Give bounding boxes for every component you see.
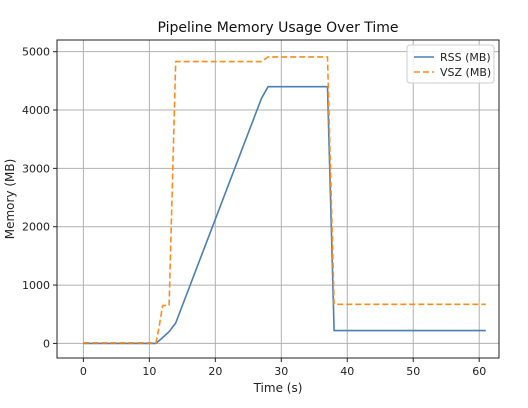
x-tick-label: 0: [80, 365, 87, 378]
y-tick-label: 4000: [22, 104, 50, 117]
y-tick-label: 2000: [22, 221, 50, 234]
x-tick-label: 40: [340, 365, 354, 378]
x-tick-label: 50: [406, 365, 420, 378]
series-lines: [83, 56, 486, 345]
plot-area-frame: [56, 39, 500, 359]
x-tick-label: 20: [208, 365, 222, 378]
y-tick-label: 1000: [22, 279, 50, 292]
legend-label: RSS (MB): [440, 51, 491, 64]
y-tick-label: 5000: [22, 46, 50, 59]
legend: RSS (MB) VSZ (MB): [406, 44, 495, 84]
grid: [57, 40, 499, 358]
y-axis-label: Memory (MB): [3, 159, 17, 240]
x-axis-label: Time (s): [253, 381, 303, 395]
x-tick-label: 10: [142, 365, 156, 378]
legend-box: [406, 44, 495, 84]
x-axis-ticks: 0 10 20 30 40 50 60: [80, 358, 486, 378]
y-axis-ticks: 0 1000 2000 3000 4000 5000: [22, 46, 57, 350]
y-tick-label: 3000: [22, 162, 50, 175]
series-line-rss: [83, 85, 486, 345]
chart-title: Pipeline Memory Usage Over Time: [157, 20, 398, 36]
y-tick-label: 0: [43, 337, 50, 350]
x-tick-label: 30: [274, 365, 288, 378]
series-line-vsz: [83, 56, 486, 344]
x-tick-label: 60: [472, 365, 486, 378]
legend-label: VSZ (MB): [440, 66, 491, 79]
